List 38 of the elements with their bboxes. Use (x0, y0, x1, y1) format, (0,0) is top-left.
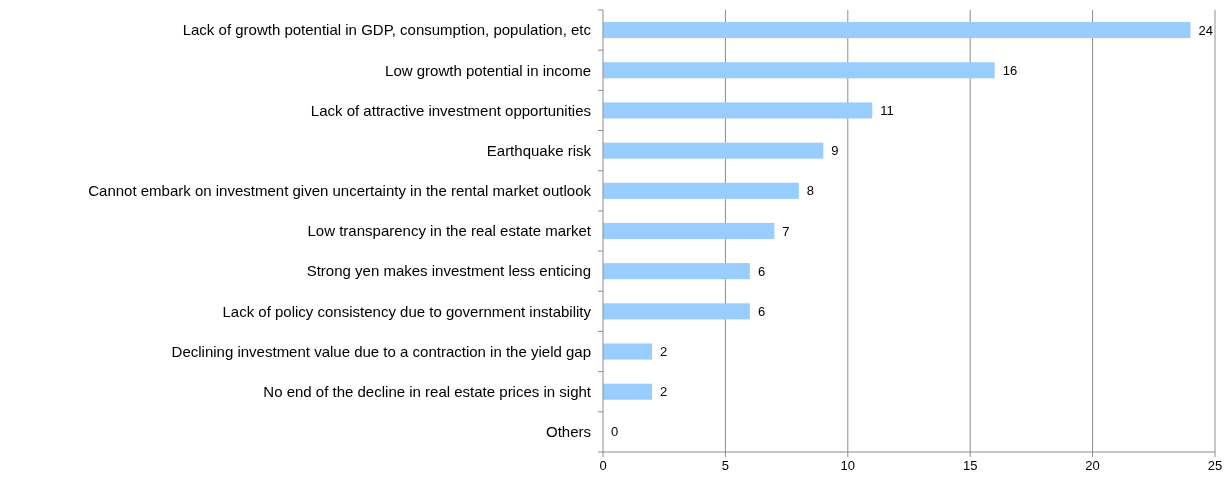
bar (603, 182, 799, 199)
y-tick-label: Low transparency in the real estate market (307, 222, 592, 240)
y-tick-label: Cannot embark on investment given uncertainty in the rental market outlook (88, 182, 592, 200)
y-tick-label: Earthquake risk (486, 141, 592, 159)
bar (603, 303, 750, 320)
data-label: 8 (806, 183, 815, 199)
bar (603, 102, 873, 119)
x-tick-label: 5 (721, 458, 730, 473)
data-label: 6 (757, 303, 766, 319)
bar (603, 383, 652, 400)
data-label: 0 (611, 424, 619, 440)
y-tick-label: No end of the decline in real estate prices in sight (263, 382, 592, 400)
y-tick-label: Others (545, 423, 591, 441)
bar (603, 222, 775, 240)
y-tick-label: Declining investment value due to a contraction in the yield gap (171, 342, 591, 360)
x-tick-label: 10 (840, 458, 856, 473)
x-tick-label: 20 (1085, 458, 1100, 473)
y-tick-label: Strong yen makes investment less enticing (306, 262, 591, 280)
bar (603, 142, 824, 159)
bar (603, 62, 995, 79)
y-tick-label: Lack of policy consistency due to government instability (222, 302, 592, 320)
data-label: 7 (782, 223, 790, 239)
bar (603, 263, 750, 280)
x-tick-label: 0 (599, 458, 607, 473)
data-label: 9 (831, 143, 839, 159)
y-tick-label: Lack of growth potential in GDP, consumption, population, etc (182, 21, 592, 39)
bar (603, 343, 652, 360)
bar (603, 22, 1191, 39)
data-label: 6 (757, 263, 766, 279)
data-label: 11 (880, 103, 894, 118)
y-tick-label: Lack of attractive investment opportunities (310, 101, 591, 119)
data-label: 2 (659, 384, 668, 400)
y-tick-label: Low growth potential in income (385, 61, 591, 79)
data-label: 24 (1198, 22, 1213, 38)
x-tick-label: 15 (962, 458, 978, 473)
data-label: 16 (1002, 62, 1018, 78)
x-tick-label: 25 (1207, 458, 1223, 473)
data-label: 2 (659, 344, 668, 360)
